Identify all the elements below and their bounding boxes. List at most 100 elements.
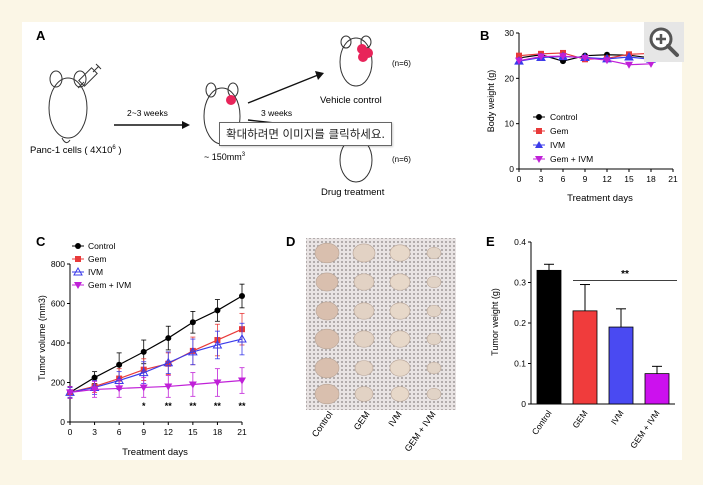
data-point-3	[164, 383, 173, 391]
x-tick-label: 21	[668, 174, 678, 184]
tumor-sample-r2-c2	[389, 302, 411, 320]
legend-b-control: Control	[550, 112, 578, 122]
data-point-3	[559, 53, 567, 61]
n-top-label: (n=6)	[392, 59, 411, 68]
panel-b-ylabel: Body weight (g)	[486, 70, 496, 133]
arrow-up	[247, 74, 319, 104]
tumor-sample-r0-c2	[389, 244, 411, 262]
data-point-3	[625, 61, 633, 69]
data-point-0	[140, 348, 147, 355]
legend-b-gem: Gem	[550, 126, 568, 136]
y-tick-label: 400	[51, 338, 65, 348]
d-label-gem-ivm: GEM + IVM	[403, 409, 438, 453]
d-label-gem: GEM	[352, 409, 372, 432]
x-tick-label: 6	[117, 427, 122, 437]
significance-mark: **	[238, 401, 246, 411]
y-tick-label: 0	[521, 399, 526, 409]
drug-treatment-label: Drug treatment	[321, 187, 385, 198]
panel-e-chart: 0 0.1 0.2 0.3 0.4 Control GEM IVM GEM + IVM Tumo…	[490, 237, 677, 450]
category-label: GEM	[570, 408, 589, 430]
cells-label: Panc-1 cells ( 4X106 )	[30, 145, 122, 156]
x-tick-label: 12	[164, 427, 174, 437]
panel-b-legend: Control Gem IVM Gem + IVM	[533, 112, 593, 164]
tumor-marks	[226, 44, 373, 105]
panel-c-legend: Control Gem IVM Gem + IVM	[72, 241, 131, 290]
significance-mark: **	[165, 401, 173, 411]
panel-label-b: B	[480, 28, 489, 43]
x-tick-label: 18	[646, 174, 656, 184]
tumor-sample-r4-c2	[389, 359, 411, 377]
y-tick-label: 200	[51, 378, 65, 388]
panel-b-xlabel: Treatment days	[567, 193, 633, 204]
significance-mark: **	[189, 401, 197, 411]
data-point-1	[516, 52, 522, 59]
tumor-sample-r5-c3	[426, 387, 442, 401]
zoom-button[interactable]	[644, 22, 684, 62]
vehicle-control-label: Vehicle control	[320, 95, 382, 106]
panel-label-e: E	[486, 234, 495, 249]
data-point-0	[116, 361, 123, 368]
x-tick-label: 18	[213, 427, 223, 437]
bar-0	[536, 269, 562, 405]
tumor-sample-r4-c1	[354, 360, 374, 376]
y-tick-label: 800	[51, 259, 65, 269]
y-tick-label: 0	[509, 164, 514, 174]
series-line-3	[69, 379, 243, 393]
series-line-0	[69, 295, 243, 393]
tumor-sample-r5-c0	[314, 383, 340, 405]
y-tick-label: 0.4	[514, 237, 526, 247]
data-point-2	[237, 334, 247, 343]
zoom-tooltip: 확대하려면 이미지를 클릭하세요.	[219, 122, 393, 146]
data-point-2	[624, 52, 634, 61]
data-point-3	[581, 54, 589, 62]
mouse-1-icon	[48, 70, 88, 144]
y-tick-label: 0.2	[514, 318, 526, 328]
panel-e-ylabel: Tumor weight (g)	[490, 288, 500, 356]
y-tick-label: 0.1	[514, 359, 526, 369]
panel-label-d: D	[286, 234, 295, 249]
tumor-small	[226, 95, 236, 105]
tumor-sample-r4-c0	[314, 357, 340, 379]
x-tick-label: 15	[624, 174, 634, 184]
y-tick-label: 20	[505, 73, 515, 83]
syringe-icon	[77, 63, 102, 89]
panel-e-significance: **	[621, 269, 629, 280]
data-point-0	[214, 307, 221, 314]
data-point-2	[163, 357, 174, 367]
data-point-3	[115, 385, 124, 393]
data-point-3	[188, 381, 197, 389]
tumor-sample-r5-c1	[354, 386, 374, 402]
category-label: Control	[530, 408, 554, 436]
series-line-2	[69, 338, 243, 393]
y-tick-label: 600	[51, 299, 65, 309]
data-point-3	[238, 377, 246, 385]
bar-3	[644, 373, 670, 405]
tumor-sample-r1-c2	[389, 273, 411, 291]
data-point-2	[187, 346, 198, 356]
category-label: IVM	[609, 408, 626, 426]
y-tick-label: 0.3	[514, 278, 526, 288]
legend-c-ivm: IVM	[88, 267, 103, 277]
panel-b-chart: 0 10 20 30 0 3 6 9 12 15 18 21 Body weight (g) Trea…	[486, 28, 678, 204]
panel-e-plot: 0 0.1 0.2 0.3 0.4 Control GEM IVM GEM + IVM	[514, 237, 677, 450]
data-point-3	[515, 57, 523, 65]
tumor-photo-grid	[314, 242, 442, 405]
tumor-sample-r0-c0	[314, 242, 340, 264]
panel-d-labels: Control GEM IVM GEM + IVM	[310, 409, 438, 453]
data-point-0	[165, 335, 172, 342]
legend-b-ivm: IVM	[550, 140, 565, 150]
bar-1	[572, 310, 598, 405]
x-tick-label: 12	[602, 174, 612, 184]
x-tick-label: 3	[92, 427, 97, 437]
tumor-sample-r5-c2	[390, 386, 410, 402]
x-tick-label: 6	[561, 174, 566, 184]
tumor-sample-r1-c0	[315, 272, 339, 292]
panel-d-photo: Control GEM IVM GEM + IVM	[306, 238, 456, 453]
bar-2	[608, 326, 634, 405]
tumor-sample-r4-c3	[426, 361, 442, 375]
legend-c-gem: Gem	[88, 254, 106, 264]
panel-c-ylabel: Tumor volume (mm3)	[37, 295, 47, 381]
